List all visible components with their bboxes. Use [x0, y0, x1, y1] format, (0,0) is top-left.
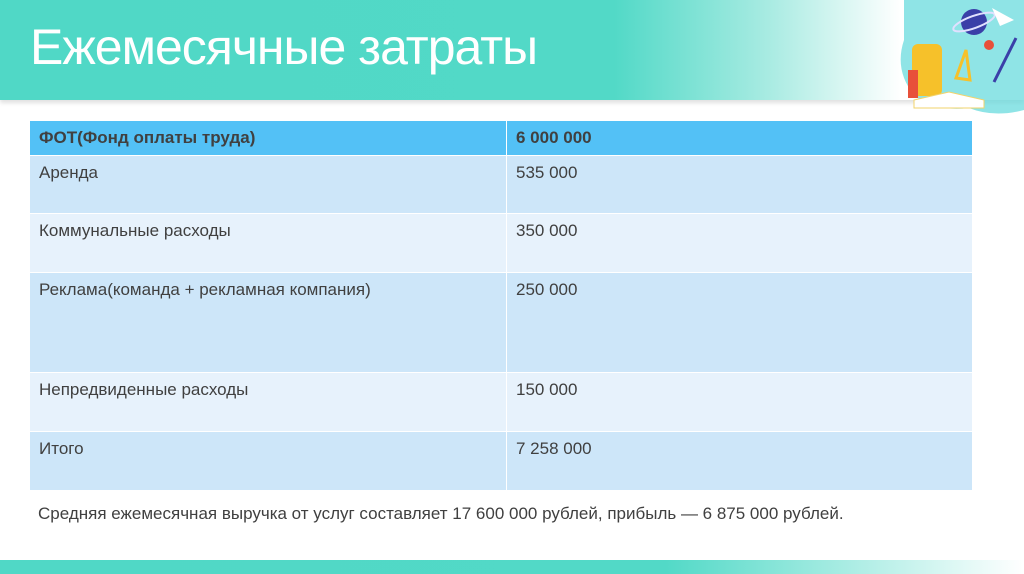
- expense-value: 6 000 000: [506, 120, 973, 156]
- expense-value: 250 000: [506, 272, 973, 373]
- table-row: Непредвиденные расходы 150 000: [29, 372, 973, 432]
- expense-label: Аренда: [29, 155, 507, 214]
- expense-value: 7 258 000: [506, 431, 973, 491]
- backpack-icon: [912, 44, 942, 96]
- expense-value: 150 000: [506, 372, 973, 432]
- revenue-note: Средняя ежемесячная выручка от услуг сос…: [38, 504, 844, 523]
- expenses-table: ФОТ(Фонд оплаты труда) 6 000 000 Аренда …: [29, 120, 973, 491]
- expense-label: ФОТ(Фонд оплаты труда): [29, 120, 507, 156]
- table-row: Аренда 535 000: [29, 155, 973, 214]
- expense-label: Реклама(команда + рекламная компания): [29, 272, 507, 373]
- expense-value: 535 000: [506, 155, 973, 214]
- school-supplies-illustration: [900, 0, 1024, 114]
- table-row: ФОТ(Фонд оплаты труда) 6 000 000: [29, 120, 973, 156]
- planet-icon: [961, 9, 987, 35]
- book-icon: [913, 91, 985, 109]
- expense-value: 350 000: [506, 213, 973, 273]
- table-row: Реклама(команда + рекламная компания) 25…: [29, 272, 973, 373]
- slide-title: Ежемесячные затраты: [30, 19, 538, 75]
- expense-label: Итого: [29, 431, 507, 491]
- title-band: [0, 0, 1024, 100]
- table-row: Коммунальные расходы 350 000: [29, 213, 973, 273]
- expense-label: Коммунальные расходы: [29, 213, 507, 273]
- bottom-band: [0, 560, 1024, 574]
- table-row: Итого 7 258 000: [29, 431, 973, 491]
- expense-label: Непредвиденные расходы: [29, 372, 507, 432]
